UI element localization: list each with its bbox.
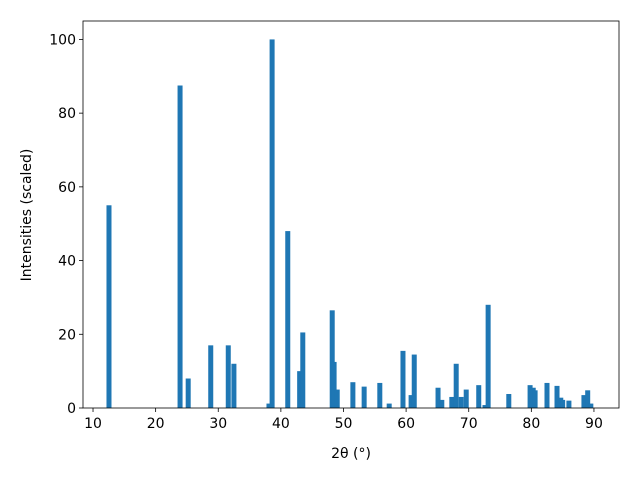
bar bbox=[408, 395, 414, 408]
bar bbox=[331, 361, 337, 408]
bar bbox=[266, 403, 272, 408]
bar bbox=[463, 389, 469, 408]
x-tick-label: 20 bbox=[147, 416, 165, 432]
x-tick-label: 50 bbox=[335, 416, 353, 432]
plot-frame bbox=[82, 20, 620, 409]
y-tick-label: 20 bbox=[58, 327, 76, 343]
bar bbox=[350, 382, 356, 408]
bar bbox=[554, 385, 560, 408]
y-tick-label: 60 bbox=[58, 180, 76, 196]
bar bbox=[458, 396, 464, 408]
bar bbox=[560, 399, 566, 408]
bar bbox=[485, 304, 491, 408]
bar bbox=[476, 385, 482, 408]
bar bbox=[334, 389, 340, 408]
bar bbox=[585, 390, 591, 408]
bar bbox=[300, 332, 306, 408]
bar bbox=[231, 363, 237, 408]
x-tick-label: 40 bbox=[272, 416, 290, 432]
bar bbox=[329, 310, 335, 408]
bar bbox=[532, 390, 538, 408]
bar bbox=[208, 345, 214, 408]
bar bbox=[527, 385, 533, 408]
y-tick-label: 100 bbox=[49, 32, 76, 48]
x-tick-label: 80 bbox=[522, 416, 540, 432]
bar bbox=[361, 386, 367, 408]
bar bbox=[377, 382, 383, 408]
bar bbox=[544, 382, 550, 408]
bar bbox=[185, 378, 191, 408]
bar bbox=[439, 399, 445, 408]
bar bbox=[482, 405, 488, 408]
bar bbox=[177, 85, 183, 408]
bar bbox=[506, 393, 512, 408]
bar bbox=[435, 387, 441, 408]
y-tick-label: 80 bbox=[58, 106, 76, 122]
bar bbox=[106, 205, 112, 408]
bar bbox=[453, 363, 459, 408]
bar bbox=[285, 231, 291, 408]
y-tick-label: 0 bbox=[67, 401, 76, 417]
x-tick-label: 30 bbox=[209, 416, 227, 432]
bar bbox=[588, 403, 594, 408]
y-axis-label: Intensities (scaled) bbox=[19, 149, 35, 282]
x-tick-label: 10 bbox=[84, 416, 102, 432]
bar bbox=[581, 395, 587, 408]
x-tick-label: 70 bbox=[460, 416, 478, 432]
x-tick-label: 90 bbox=[585, 416, 603, 432]
bar bbox=[225, 345, 231, 408]
bar bbox=[297, 371, 303, 408]
bar bbox=[269, 39, 275, 409]
x-tick-label: 60 bbox=[397, 416, 415, 432]
y-tick-label: 40 bbox=[58, 254, 76, 270]
x-axis-label: 2θ (°) bbox=[331, 446, 371, 462]
bar bbox=[411, 354, 417, 408]
bar bbox=[400, 350, 406, 408]
bar bbox=[566, 400, 572, 408]
bar bbox=[449, 396, 455, 408]
bar bbox=[386, 403, 392, 408]
